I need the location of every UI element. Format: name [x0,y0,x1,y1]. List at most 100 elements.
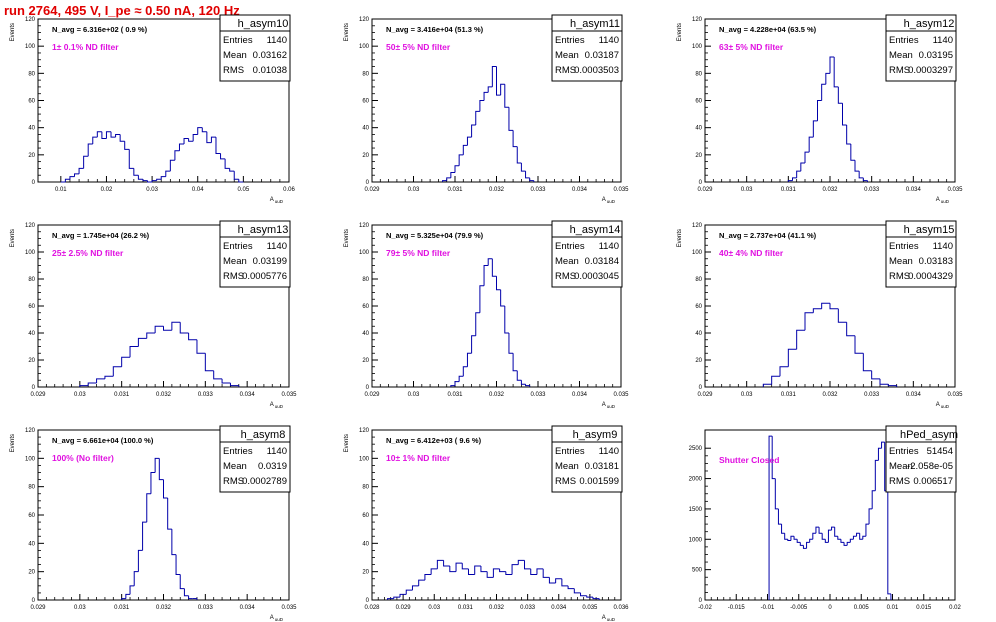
x-tick-label: 0.033 [520,605,536,611]
histogram-bin [196,339,206,354]
y-tick-label: 0 [366,385,370,391]
histogram-bin [121,598,126,600]
histogram-bin [221,378,231,384]
stat-value: 1140 [933,241,953,252]
histogram-bin [133,571,139,586]
x-tick-label: 0.031 [114,605,130,611]
histogram-bin [238,179,244,183]
stat-value: 1140 [933,35,953,46]
stat-value: 0.0003503 [574,65,619,76]
histogram-bins [387,559,600,600]
stat-label: Mean [555,461,579,472]
x-tick-label: 0.03 [741,187,753,193]
histogram-bin [387,598,394,600]
x-tick-label: 0.035 [582,605,598,611]
y-tick-label: 80 [362,485,369,491]
stat-label: Entries [889,446,919,457]
histogram-bin [87,143,93,157]
x-tick-label: 0.03 [146,187,158,193]
filter-label: 1± 0.1% ND filter [52,42,119,52]
histogram-bin [871,370,880,380]
x-tick-label: 0.031 [458,605,474,611]
histogram-bin [496,276,501,291]
stat-label: Entries [555,35,585,46]
y-tick-label: 120 [359,223,370,229]
x-tick-label: 0.029 [364,392,380,398]
histogram-bin [174,150,180,161]
stat-label: RMS [223,476,244,487]
histogram-bin [175,554,181,575]
stats-box-frame [551,425,623,493]
x-tick-label: 0.035 [613,392,629,398]
histogram-bin [112,366,122,377]
histogram-bins [450,258,531,387]
stat-value: 0.0003297 [908,65,953,76]
histogram-bin [115,133,121,138]
filter-label: 100% (No filter) [52,453,114,463]
histogram-bin [188,595,193,600]
histogram-bin [146,332,156,339]
histogram-bin [580,592,587,597]
x-tick-label: 0.032 [156,392,172,398]
x-axis-label: AuuD [270,402,284,409]
histogram-bin [163,326,172,331]
stat-label: Entries [555,446,585,457]
stat-value: 0.03199 [253,256,287,267]
histogram-bin [842,103,847,126]
histogram-bin [520,380,526,385]
histogram-bin [852,535,857,540]
histogram-panel: 0 500 1000 1500 2000 2500 -0.02 -0.015 -0.01 -0.0… [689,425,961,611]
x-tick-label: 0.033 [198,605,214,611]
histogram-bin [101,131,107,140]
histogram-bin [567,585,575,590]
histogram-bin [887,384,897,387]
stat-value: 0.001599 [579,476,619,487]
histogram-bin [512,353,518,372]
x-tick-label: 0.028 [364,605,380,611]
histogram-bins [121,457,198,600]
histogram-bin [859,533,863,540]
y-tick-label: 60 [28,99,35,105]
x-tick-label: 0.029 [396,605,412,611]
histogram-name: h_asym15 [904,224,955,236]
histogram-bin [83,155,89,169]
navg-label: N_avg = 4.228e+04 (63.5 %) [719,25,817,34]
stat-label: RMS [555,476,576,487]
histogram-bin [500,289,505,307]
x-tick-label: 0.034 [906,392,922,398]
histogram-bin [197,127,203,135]
histogram-bin [829,56,835,74]
histogram-bin [104,375,114,379]
histogram-bin [471,335,476,354]
y-tick-label: 0 [699,180,703,186]
stat-value: 1140 [267,35,287,46]
x-tick-label: 0.032 [489,605,505,611]
stats-box-frame [885,220,957,288]
histogram-bin [505,571,513,575]
stat-label: Mean [889,50,913,61]
histogram-bin [160,176,166,180]
histogram-bin [804,151,810,163]
histogram-bin [821,533,826,540]
histogram-bin [171,321,181,331]
y-tick-label: 20 [28,570,35,576]
histogram-bin [424,574,432,581]
histogram-bins [79,321,240,387]
histogram-bin [825,72,830,85]
filter-label: 40± 4% ND filter [719,248,784,258]
x-tick-label: 0.035 [613,187,629,193]
filter-label: 10± 1% ND filter [386,453,451,463]
histogram-bin [165,170,171,177]
histogram-bin [169,159,175,172]
histogram-bin [487,258,493,266]
histogram-bin [790,535,795,541]
histogram-bin [233,171,239,180]
x-tick-label: 0.032 [156,605,172,611]
histogram-bin [179,322,189,334]
y-tick-label: 0 [699,598,703,604]
histogram-bin [206,131,212,144]
stat-label: RMS [889,65,910,76]
x-tick-label: 0.036 [613,605,629,611]
x-axis-label: AuuD [270,197,284,204]
